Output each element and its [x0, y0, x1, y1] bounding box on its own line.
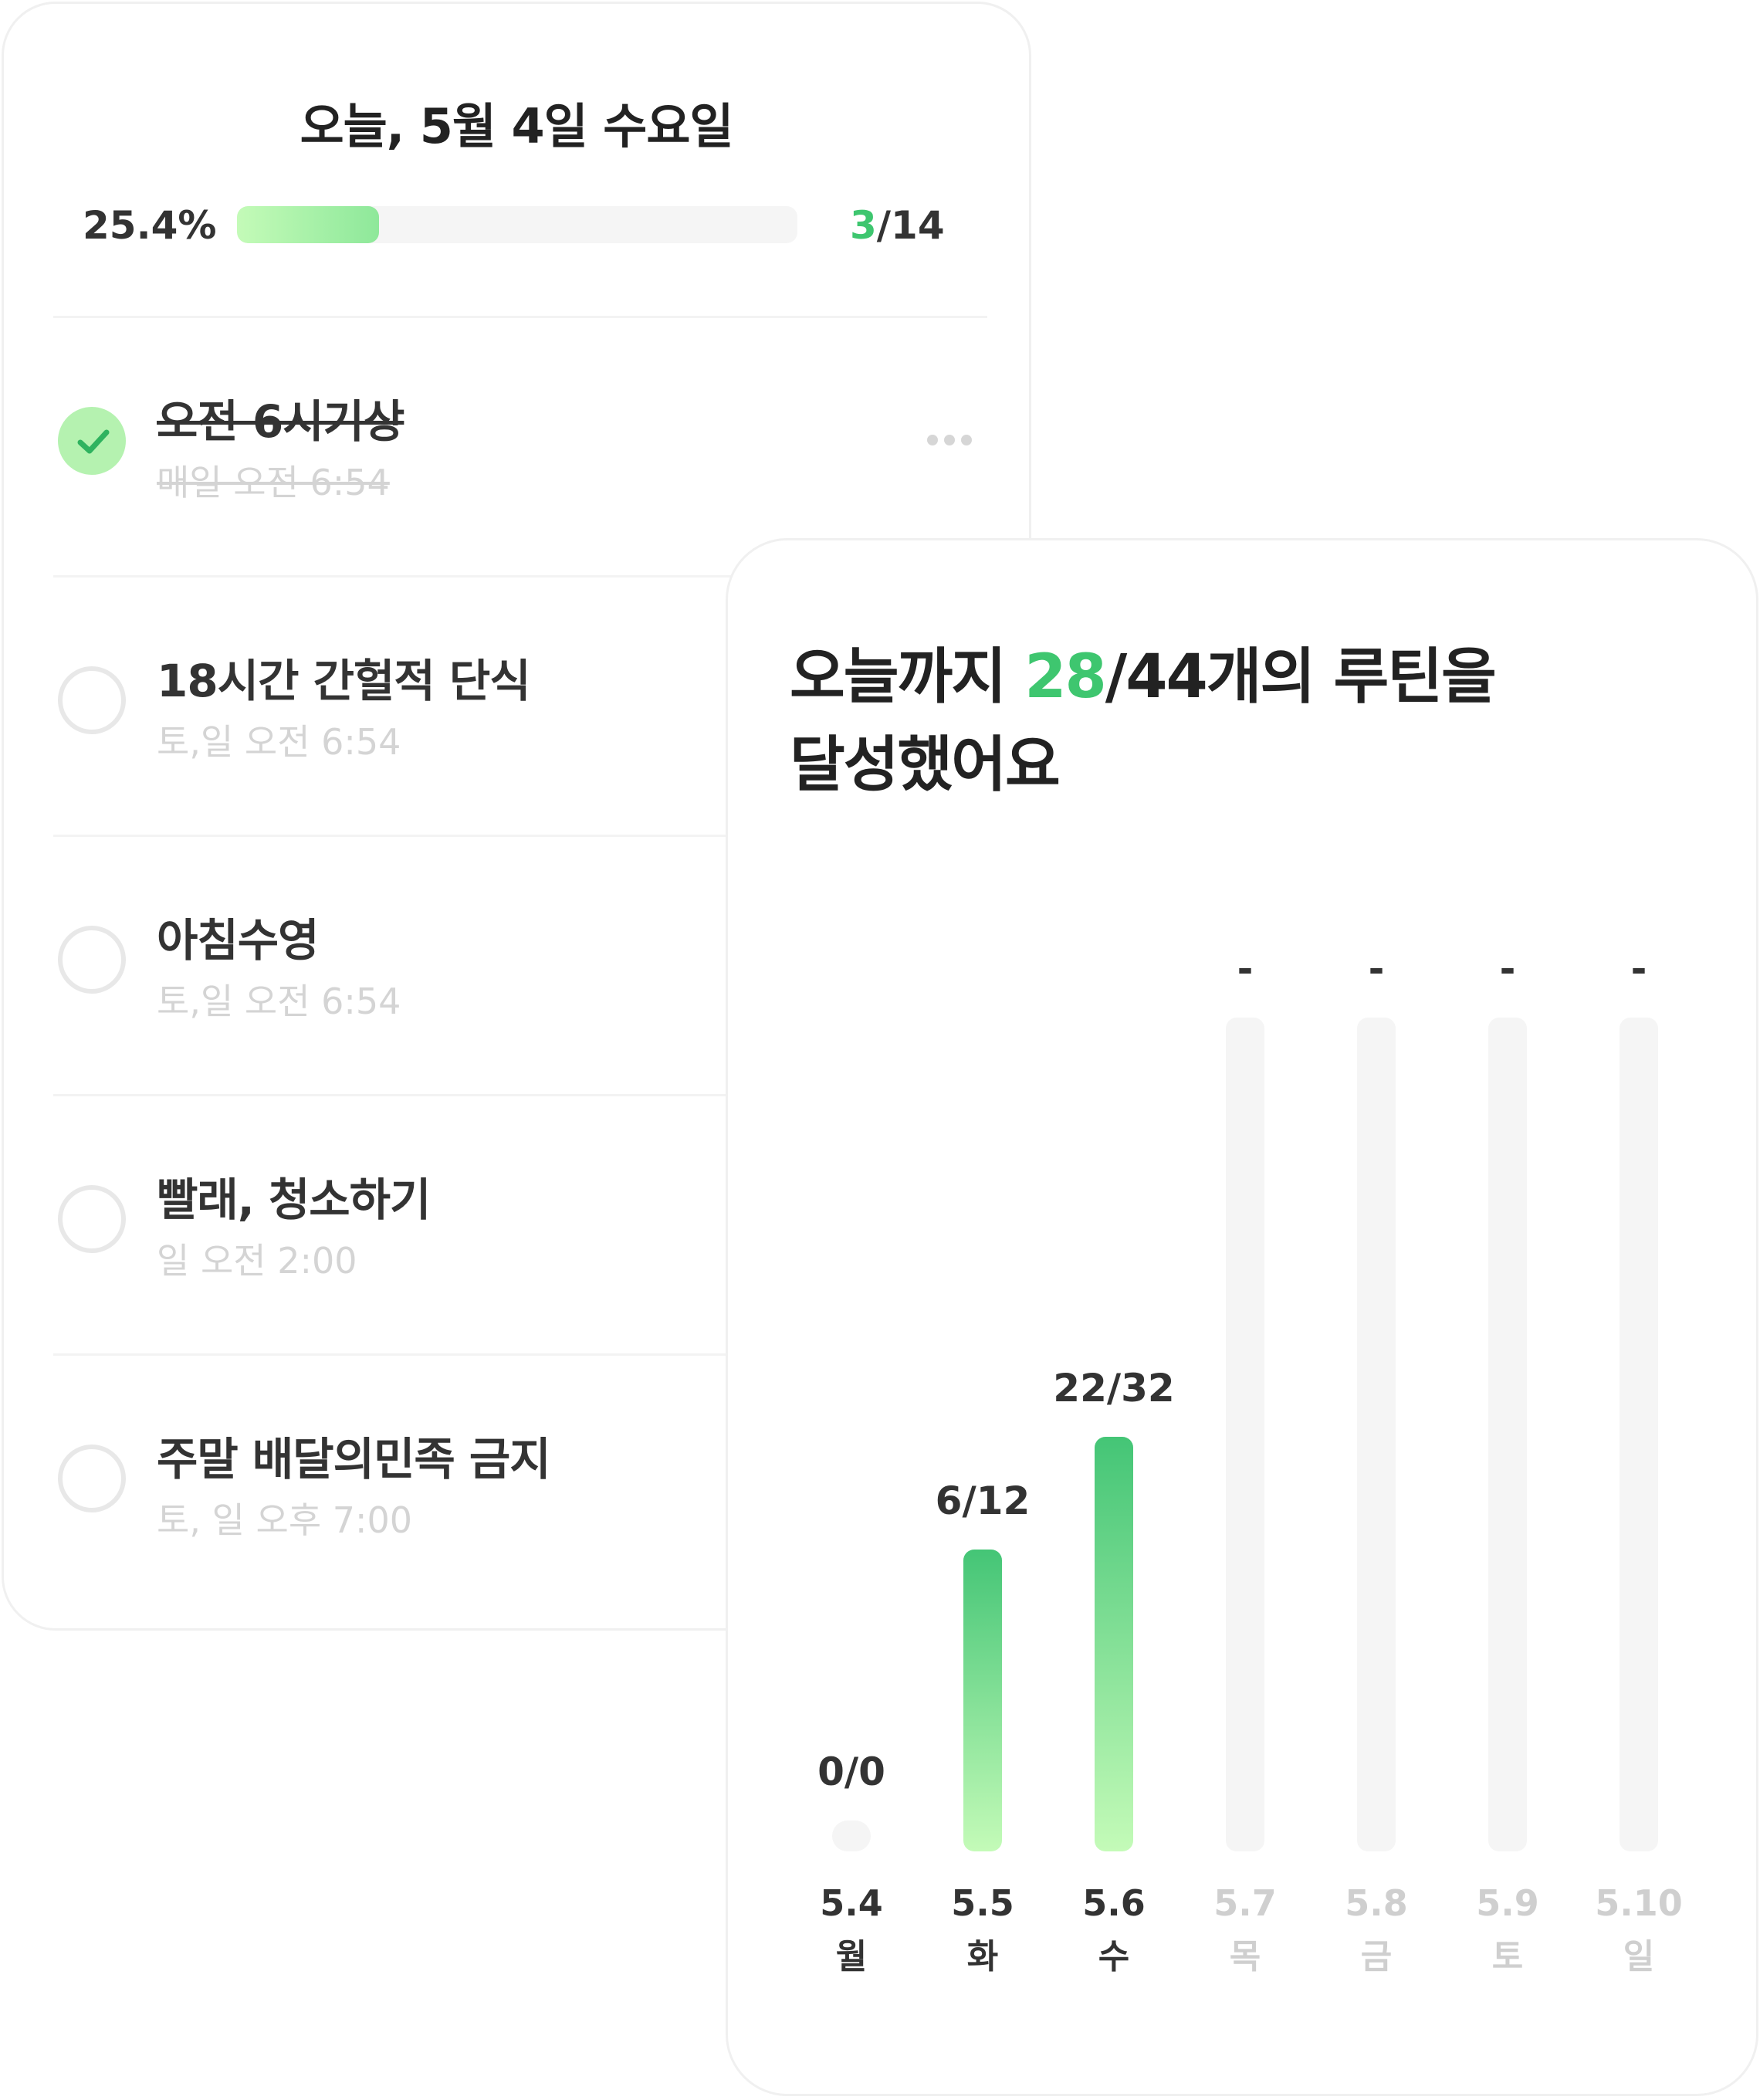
routine-checkbox[interactable] — [58, 926, 126, 994]
chart-bar-track — [1488, 1018, 1527, 1851]
stats-title-rest: /44개의 루틴을 — [1105, 642, 1497, 712]
chart-bar — [832, 1821, 871, 1851]
progress-bar — [237, 206, 797, 243]
routine-item[interactable]: 아침수영 토,일 오전 6:54 — [4, 835, 1029, 1092]
routine-title: 주말 배달의민족 금지 — [157, 1433, 551, 1485]
progress-done-count: 3 — [850, 203, 877, 248]
divider — [53, 1353, 987, 1356]
chart-x-tick-day: 수 — [1098, 1937, 1130, 1976]
stats-done-count: 28 — [1024, 642, 1107, 712]
chart-x-tick-day: 목 — [1229, 1937, 1261, 1976]
chart-x-tick-date: 5.5 — [951, 1882, 1014, 1924]
routine-schedule: 토,일 오전 6:54 — [157, 981, 401, 1022]
chart-x-tick-date: 5.10 — [1595, 1882, 1683, 1924]
chart-bar — [1095, 1437, 1133, 1851]
routine-checkbox[interactable] — [58, 666, 126, 734]
stats-title-prefix: 오늘까지 — [790, 642, 1025, 712]
chart-x-tick-day: 금 — [1360, 1937, 1393, 1976]
chart-bar-track — [1357, 1018, 1396, 1851]
routine-item[interactable]: 오전 6시기상 매일 오전 6:54 — [4, 316, 1029, 574]
routine-schedule: 매일 오전 6:54 — [157, 462, 390, 503]
routine-checkbox[interactable] — [58, 407, 126, 475]
progress-row: 25.4% 3/14 — [4, 198, 1029, 252]
chart-data-label: - — [1499, 947, 1516, 991]
routine-checkbox[interactable] — [58, 1185, 126, 1253]
chart-x-tick-date: 5.4 — [820, 1882, 883, 1924]
routine-title: 아침수영 — [157, 914, 319, 967]
chart-x-tick-date: 5.8 — [1345, 1882, 1408, 1924]
check-icon — [77, 429, 110, 454]
progress-count: 3/14 — [850, 203, 945, 248]
divider — [53, 575, 987, 578]
routine-schedule: 일 오전 2:00 — [157, 1240, 357, 1282]
routine-schedule: 토, 일 오후 7:00 — [157, 1499, 413, 1541]
progress-total: /14 — [876, 203, 945, 248]
divider — [53, 316, 987, 318]
chart-data-label: 0/0 — [817, 1749, 885, 1794]
divider — [53, 835, 987, 837]
routine-item[interactable]: 주말 배달의민족 금지 토, 일 오후 7:00 — [4, 1353, 1029, 1611]
chart-bar-track — [1226, 1018, 1264, 1851]
weekly-bar-chart: 0/0 5.4 월 6/12 5.5 화 22/32 5.6 수 - 5.7 목 - 5.8 금 - 5.9 토 -… — [728, 540, 1756, 2094]
progress-bar-fill — [237, 206, 380, 243]
chart-bar-track — [1620, 1018, 1658, 1851]
chart-x-tick-date: 5.7 — [1213, 1882, 1277, 1924]
chart-x-tick-day: 일 — [1623, 1937, 1655, 1976]
chart-bar — [963, 1550, 1002, 1851]
routine-title: 18시간 간헐적 단식 — [157, 655, 531, 707]
chart-x-tick-day: 화 — [966, 1937, 999, 1976]
chart-data-label: 22/32 — [1053, 1366, 1175, 1411]
chart-x-tick-day: 월 — [835, 1937, 868, 1976]
chart-data-label: 6/12 — [935, 1478, 1031, 1523]
more-options-icon[interactable] — [927, 430, 973, 449]
chart-data-label: - — [1368, 947, 1385, 991]
progress-percent: 25.4% — [83, 203, 217, 248]
routine-title: 빨래, 청소하기 — [157, 1174, 431, 1226]
chart-data-label: - — [1237, 947, 1254, 991]
chart-x-tick-date: 5.6 — [1082, 1882, 1146, 1924]
today-title: 오늘, 5월 4일 수요일 — [300, 98, 734, 154]
chart-x-tick-day: 토 — [1491, 1937, 1524, 1976]
routine-title: 오전 6시기상 — [157, 395, 404, 448]
routine-checkbox[interactable] — [58, 1445, 126, 1512]
routine-schedule: 토,일 오전 6:54 — [157, 721, 401, 763]
chart-data-label: - — [1630, 947, 1647, 991]
routine-item[interactable]: 빨래, 청소하기 일 오전 2:00 — [4, 1094, 1029, 1352]
stats-title-line2: 달성했어요 — [790, 730, 1061, 800]
divider — [53, 1094, 987, 1096]
routine-item[interactable]: 18시간 간헐적 단식 토,일 오전 6:54 — [4, 575, 1029, 833]
chart-x-tick-date: 5.9 — [1476, 1882, 1539, 1924]
